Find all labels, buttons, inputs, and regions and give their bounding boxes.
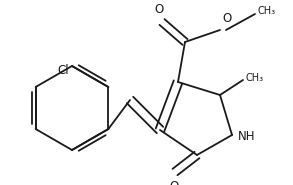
Text: Cl: Cl	[57, 65, 69, 78]
Text: NH: NH	[238, 130, 255, 144]
Text: CH₃: CH₃	[246, 73, 264, 83]
Text: CH₃: CH₃	[257, 6, 275, 16]
Text: O: O	[222, 12, 231, 25]
Text: O: O	[169, 180, 179, 185]
Text: O: O	[154, 3, 163, 16]
